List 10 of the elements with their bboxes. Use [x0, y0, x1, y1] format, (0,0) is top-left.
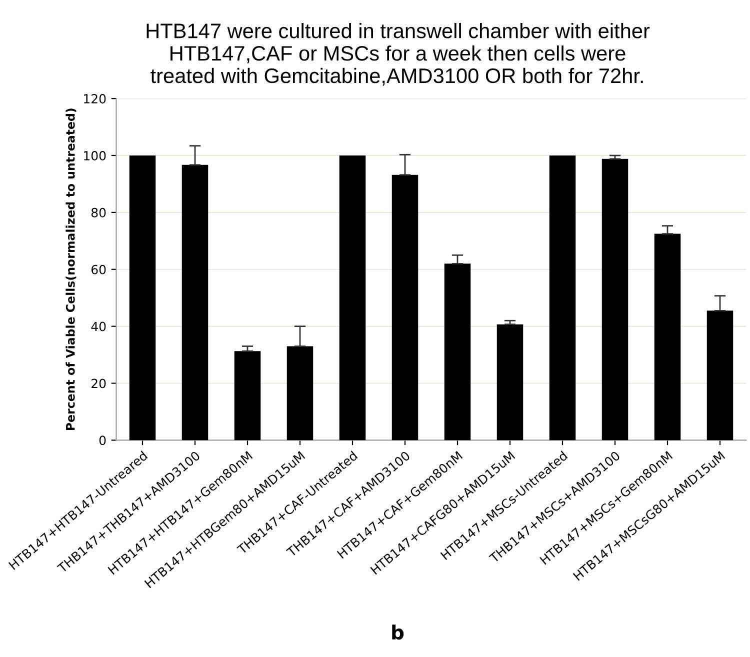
y-tick-label: 100 — [84, 150, 106, 160]
y-tick-label: 20 — [92, 378, 106, 388]
text: b — [392, 624, 404, 640]
y-tick-label: 0 — [99, 436, 106, 446]
chart-title: HTB147 were cultured in transwell chamber with either HTB147,CAF or MSCs for a week then cells were treated with Gemcitabine,AMD3100 OR both for 72hr. — [146, 22, 650, 86]
y-tick-label: 80 — [91, 208, 106, 218]
y-tick-label: 40 — [91, 322, 106, 332]
y-axis-title: Percent of Viable Cells(normalized to untreated) — [66, 108, 76, 430]
y-tick-label: 120 — [84, 94, 106, 104]
y-tick-label: 60 — [91, 264, 106, 274]
